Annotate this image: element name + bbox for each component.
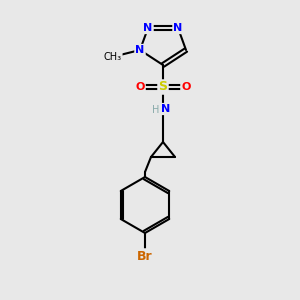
Text: N: N [143, 23, 153, 33]
Text: S: S [158, 80, 167, 94]
Text: O: O [181, 82, 191, 92]
Text: O: O [135, 82, 145, 92]
Text: H: H [152, 105, 160, 115]
Text: CH₃: CH₃ [104, 52, 122, 62]
Text: N: N [135, 45, 145, 55]
Text: N: N [173, 23, 183, 33]
Text: N: N [161, 104, 171, 114]
Text: Br: Br [137, 250, 153, 262]
